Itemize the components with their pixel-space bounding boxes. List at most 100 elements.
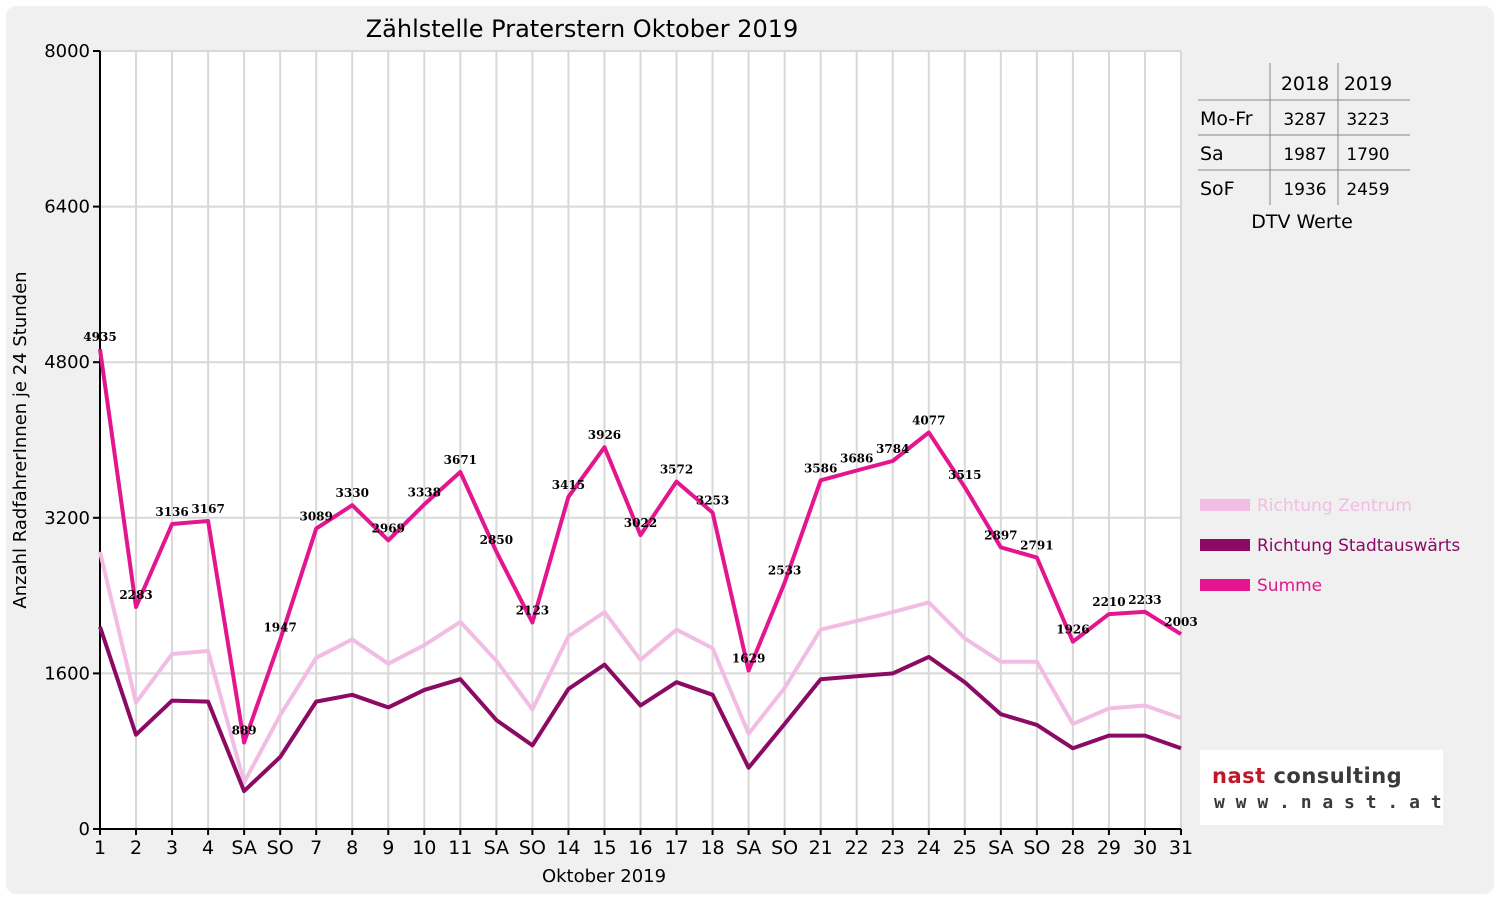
series-line-1	[98, 626, 1182, 794]
dtv-row-label: Sa	[1200, 143, 1224, 165]
series-line-2	[98, 348, 1183, 745]
data-label: 2123	[516, 604, 549, 618]
y-tick-label: 6400	[44, 197, 90, 218]
dtv-column-header: 2019	[1344, 73, 1392, 95]
legend: Richtung Zentrum Richtung Stadtauswärts Su…	[1200, 496, 1460, 596]
x-tick-label: 30	[1133, 837, 1157, 859]
data-label: 2283	[119, 588, 152, 602]
series	[98, 348, 1183, 794]
x-tick-label: SA	[484, 837, 509, 859]
legend-swatch	[1200, 579, 1250, 591]
y-tick-label: 8000	[44, 41, 90, 62]
data-label: 2533	[768, 564, 801, 578]
x-tick-label: 2	[130, 837, 142, 859]
data-label: 3671	[444, 453, 477, 467]
dtv-caption: DTV Werte	[1251, 211, 1353, 233]
dtv-row-label: Mo-Fr	[1200, 108, 1253, 130]
x-tick-label: SA	[736, 837, 761, 859]
x-tick-label: SA	[988, 837, 1013, 859]
legend-label: Richtung Zentrum	[1257, 496, 1412, 516]
data-labels: 4935 2283 3136 3167 889 1947 3089 3330 2969 3338 3…	[83, 330, 1197, 737]
dtv-table: 2018 2019 Mo-Fr 3287 3223 Sa 1987 1790 SoF 1936 24…	[1198, 63, 1410, 233]
data-label: 4935	[83, 330, 116, 344]
x-tick-label: 15	[592, 837, 616, 859]
data-label: 3136	[155, 505, 188, 519]
data-label: 3330	[336, 486, 369, 500]
data-label: 2850	[480, 533, 513, 547]
logo-url: w w w . n a s t . a t	[1214, 792, 1442, 813]
data-label: 1926	[1056, 623, 1089, 637]
x-tick-label: 1	[94, 837, 106, 859]
axes	[93, 50, 1182, 835]
x-tick-label: 3	[166, 837, 178, 859]
data-label: 1629	[732, 652, 765, 666]
y-tick-label: 0	[79, 819, 90, 840]
x-tick-label: 25	[953, 837, 977, 859]
dtv-cell: 3223	[1346, 110, 1389, 130]
data-label: 3022	[624, 516, 657, 530]
x-tick-label: SO	[519, 837, 546, 859]
nast-consulting-logo: nast consulting w w w . n a s t . a t	[1200, 750, 1443, 825]
data-label: 3253	[696, 494, 729, 508]
y-tick-label: 4800	[44, 352, 90, 373]
data-label: 3686	[840, 452, 873, 466]
x-tick-label: 28	[1061, 837, 1085, 859]
x-tick-label: 29	[1097, 837, 1121, 859]
x-tick-label: 7	[310, 837, 322, 859]
x-tick-label: 8	[346, 837, 358, 859]
data-label: 3167	[191, 502, 224, 516]
data-label: 3586	[804, 461, 837, 475]
x-tick-label: SO	[267, 837, 294, 859]
legend-label: Summe	[1257, 576, 1322, 596]
x-tick-label: 17	[664, 837, 688, 859]
dtv-row-label: SoF	[1200, 178, 1235, 200]
data-label: 2897	[984, 528, 1017, 542]
x-tick-label: 9	[382, 837, 394, 859]
data-label: 3572	[660, 463, 693, 477]
data-label: 2003	[1164, 615, 1197, 629]
logo-brand-first: nast	[1212, 764, 1266, 788]
data-label: 3926	[588, 428, 621, 442]
x-tick-label: 22	[845, 837, 869, 859]
x-tick-label: SA	[231, 837, 256, 859]
data-label: 2791	[1020, 539, 1053, 553]
x-tick-label: 10	[412, 837, 436, 859]
data-label: 3338	[408, 485, 441, 499]
legend-swatch	[1200, 499, 1250, 511]
data-label: 1947	[263, 621, 296, 635]
x-tick-label: 16	[628, 837, 652, 859]
data-label: 3415	[552, 478, 585, 492]
dtv-cell: 1987	[1283, 145, 1326, 165]
x-tick-label: SO	[771, 837, 798, 859]
x-tick-label: SO	[1023, 837, 1050, 859]
series-line-0	[98, 551, 1182, 785]
data-label: 3515	[948, 468, 981, 482]
data-label: 3089	[299, 510, 332, 524]
x-tick-label: 18	[700, 837, 724, 859]
x-tick-label: 11	[448, 837, 472, 859]
x-tick-label: 31	[1169, 837, 1193, 859]
x-tick-label: 4	[202, 837, 214, 859]
dtv-cell: 1936	[1283, 180, 1326, 200]
dtv-cell: 2459	[1346, 180, 1389, 200]
data-label: 3784	[876, 442, 909, 456]
x-axis-title: Oktober 2019	[542, 866, 666, 887]
dtv-cell: 1790	[1346, 145, 1389, 165]
dtv-column-header: 2018	[1281, 73, 1329, 95]
data-label: 2233	[1128, 593, 1161, 607]
logo-brand-rest: consulting	[1265, 764, 1403, 788]
x-tick-label: 21	[809, 837, 833, 859]
data-label: 2969	[372, 521, 405, 535]
y-axis-title: Anzahl RadfahrerInnen je 24 Stunden	[10, 271, 31, 608]
x-tick-label: 23	[881, 837, 905, 859]
legend-label: Richtung Stadtauswärts	[1257, 536, 1460, 556]
y-tick-label: 3200	[44, 508, 90, 529]
data-label: 2210	[1092, 595, 1125, 609]
grid	[100, 50, 1182, 830]
chart-title: Zählstelle Praterstern Oktober 2019	[366, 15, 799, 43]
legend-swatch	[1200, 539, 1250, 551]
y-tick-label: 1600	[44, 663, 90, 684]
data-label: 889	[232, 724, 257, 738]
